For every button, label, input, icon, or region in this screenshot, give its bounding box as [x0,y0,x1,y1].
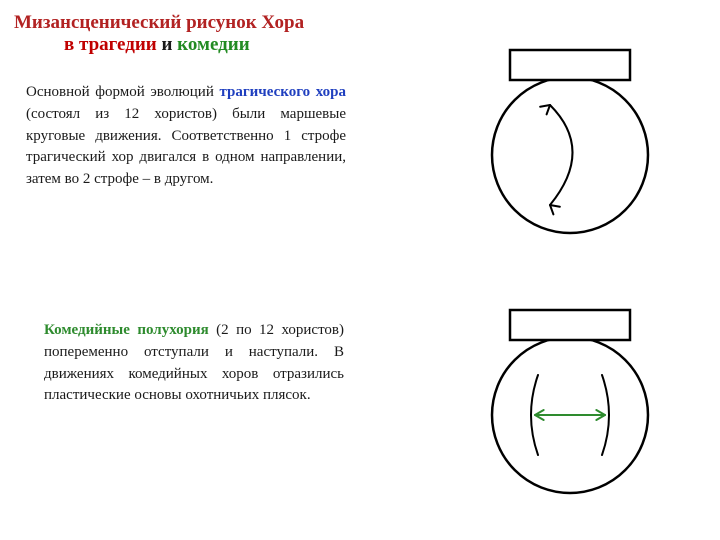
para1-rest: (состоял из 12 хористов) были маршевые к… [26,106,346,187]
title-prefix: в [64,34,79,55]
paragraph-comedy: Комедийные полухория (2 по 12 хористов) … [44,320,344,407]
title-comedy: комедии [177,34,249,55]
title-line-1: Мизансценический рисунок Хора [14,12,374,34]
para1-emph: трагического хора [219,84,346,100]
diagram-tragedy [470,40,670,240]
title-conj: и [157,34,177,55]
title-tragedy: трагедии [79,34,157,55]
paragraph-tragedy: Основной формой эволюций трагического хо… [26,82,346,191]
para1-lead: Основной формой эволюций [26,84,219,100]
title-line-2: в трагедии и комедии [14,34,374,56]
page-title: Мизансценический рисунок Хора в трагедии… [14,12,374,56]
para2-emph: Комедийные полухория [44,322,209,338]
diagram-comedy [470,300,670,500]
